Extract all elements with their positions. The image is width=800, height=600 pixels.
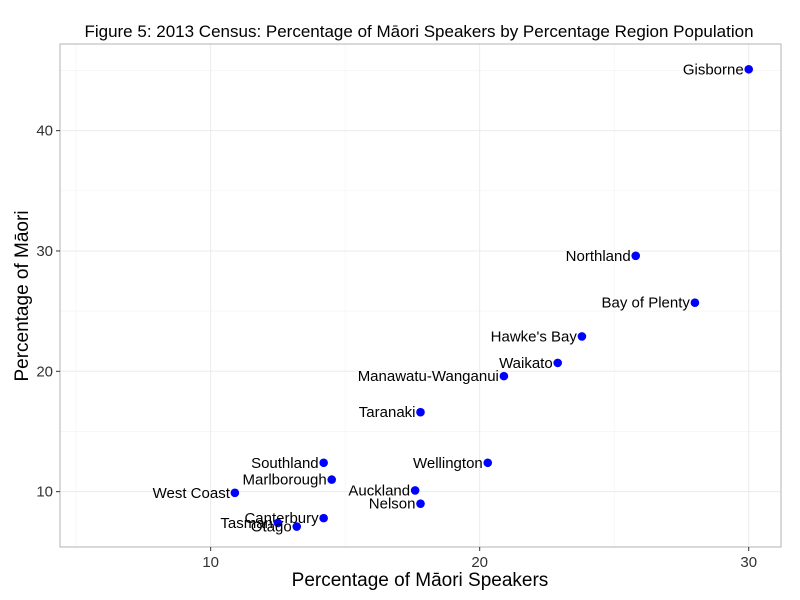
x-axis-label: Percentage of Māori Speakers	[292, 570, 549, 591]
data-point	[553, 358, 563, 368]
point-label: Nelson	[369, 496, 416, 513]
point-label: West Coast	[153, 485, 231, 502]
point-label: Marlborough	[243, 472, 327, 489]
plot-panel	[59, 43, 782, 548]
data-point	[690, 298, 700, 308]
y-tick-label: 40	[36, 123, 53, 140]
data-point	[631, 251, 641, 261]
data-point	[744, 64, 754, 74]
point-label: Taranaki	[359, 404, 416, 421]
point-label: Canterbury	[244, 510, 319, 527]
data-point	[499, 371, 509, 381]
y-axis-label: Percentage of Māori	[12, 210, 33, 381]
point-label: Wellington	[413, 455, 483, 472]
data-point	[273, 518, 283, 528]
data-point	[577, 332, 587, 341]
data-point	[292, 522, 302, 531]
data-point	[416, 499, 425, 508]
data-point	[327, 475, 337, 484]
data-point	[319, 513, 328, 523]
y-tick-label: 30	[36, 243, 53, 260]
data-point	[319, 458, 328, 468]
point-label: Waikato	[499, 355, 553, 372]
data-point	[483, 458, 493, 468]
data-point	[410, 486, 420, 495]
point-label: Manawatu-Wanganui	[358, 368, 499, 385]
point-label: Bay of Plenty	[602, 295, 691, 312]
y-tick-label: 20	[36, 363, 53, 380]
data-points: Gisborne Northland Bay of Plenty Hawke's Ba…	[153, 61, 754, 536]
point-label: Northland	[566, 248, 631, 265]
point-label: Gisborne	[683, 61, 744, 78]
grid	[60, 44, 781, 547]
x-tick-label: 10	[202, 554, 219, 571]
point-label: Otago	[251, 519, 292, 536]
data-point	[230, 488, 240, 498]
x-tick-label: 20	[471, 554, 488, 571]
y-tick-label: 10	[36, 484, 53, 501]
point-label: Hawke's Bay	[491, 328, 578, 345]
data-point	[416, 407, 425, 417]
point-label: Southland	[251, 455, 319, 472]
chart-title: Figure 5: 2013 Census: Percentage of Māo…	[84, 22, 753, 41]
axis-ticks: 10 20 30 10 20 30 40	[36, 123, 757, 571]
point-label: Auckland	[348, 482, 410, 499]
x-tick-label: 30	[740, 554, 757, 571]
point-label: Tasman	[220, 515, 273, 532]
